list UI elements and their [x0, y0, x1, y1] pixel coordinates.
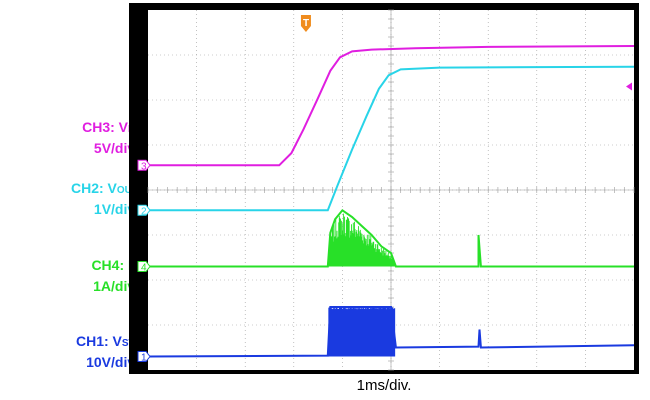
ch1-ground-marker: [137, 351, 151, 362]
ch1-ground-marker-label: 1: [141, 353, 147, 364]
trigger-position-label: T: [303, 18, 309, 29]
ch4-trace: [148, 208, 634, 268]
ch4-ground-marker-label: 4: [141, 263, 147, 274]
traces: [147, 45, 635, 358]
ch2-trace: [148, 65, 635, 212]
ch2-label-sub: OUT: [116, 185, 138, 196]
ch2-ground-marker-label: 2: [141, 206, 147, 217]
ch1-label-main: CH1: V: [75, 333, 122, 349]
ch2-scale: 1V/div.: [93, 201, 138, 217]
time-scale-label: 1ms/div.: [356, 377, 412, 394]
ch2-label: CH2: VOUT 1V/div.: [71, 179, 138, 218]
ch3-label-main: CH3: V: [82, 119, 128, 135]
trigger-level-arrow: [626, 82, 632, 91]
ch3-ground-marker-label: 3: [141, 161, 147, 172]
ch4-scale: 1A/div.: [93, 278, 138, 294]
channel-markers: 3 2 4 1: [137, 82, 632, 364]
trigger-position-icon: [300, 15, 311, 32]
ch3-ground-marker: [137, 159, 151, 171]
ch4-label-main: CH4: I: [91, 257, 132, 273]
ch4-ground-marker: [137, 261, 151, 272]
ch3-trace: [148, 45, 635, 167]
ch1-switching-burst: [328, 307, 396, 357]
ch4-switching-burst: [328, 213, 396, 267]
ch3-scale: 5V/div.: [93, 140, 138, 156]
ch1-scale: 10V/div.: [86, 354, 138, 370]
ch2-label-main: CH2: V: [70, 180, 117, 196]
ch2-ground-marker: [137, 204, 151, 216]
trigger-marker: T: [300, 15, 311, 32]
